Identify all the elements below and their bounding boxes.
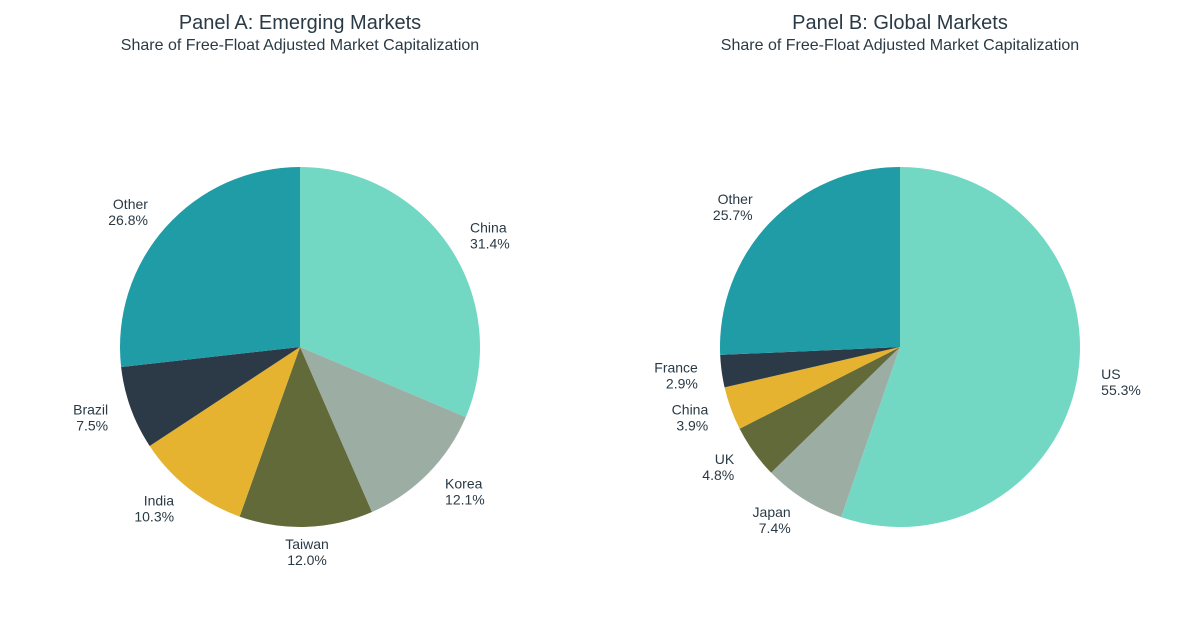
panel-b-subtitle: Share of Free-Float Adjusted Market Capi… (600, 36, 1200, 57)
pie-label-name: India (144, 492, 175, 508)
panel-b-title: Panel B: Global Markets (600, 10, 1200, 36)
pie-label-percent: 2.9% (666, 375, 698, 391)
panel-a-header: Panel A: Emerging Markets Share of Free-… (0, 0, 600, 57)
pie-label-name: Japan (753, 504, 791, 520)
pie-label-name: Other (113, 196, 148, 212)
panel-a-subtitle: Share of Free-Float Adjusted Market Capi… (0, 36, 600, 57)
pie-label-other: Other26.8% (108, 196, 148, 228)
pie-label-percent: 26.8% (108, 212, 148, 228)
pie-label-france: France2.9% (654, 359, 698, 391)
pie-label-percent: 12.1% (445, 491, 485, 507)
pie-label-other: Other25.7% (713, 191, 753, 223)
pie-label-percent: 25.7% (713, 207, 753, 223)
chart-container: Panel A: Emerging Markets Share of Free-… (0, 0, 1200, 620)
pie-label-name: Other (718, 191, 753, 207)
pie-label-name: Brazil (73, 401, 108, 417)
pie-label-china: China31.4% (470, 219, 510, 251)
pie-label-percent: 55.3% (1101, 382, 1141, 398)
pie-label-india: India10.3% (134, 492, 174, 524)
pie-label-percent: 12.0% (287, 552, 327, 568)
pie-label-name: Korea (445, 475, 483, 491)
pie-label-percent: 31.4% (470, 235, 510, 251)
panel-a: Panel A: Emerging Markets Share of Free-… (0, 0, 600, 620)
pie-label-name: China (470, 219, 507, 235)
pie-label-name: France (654, 359, 698, 375)
pie-label-name: China (672, 402, 709, 418)
pie-label-brazil: Brazil7.5% (73, 401, 108, 433)
pie-label-china: China3.9% (672, 402, 709, 434)
pie-label-percent: 7.4% (759, 520, 791, 536)
pie-label-percent: 4.8% (702, 467, 734, 483)
pie-label-name: UK (715, 451, 735, 467)
panel-a-pie: China31.4% Korea12.1% Taiwan12.0% India10.3… (0, 57, 600, 617)
pie-label-percent: 10.3% (134, 508, 174, 524)
pie-label-percent: 7.5% (76, 417, 108, 433)
pie-label-korea: Korea12.1% (445, 475, 485, 507)
pie-label-name: Taiwan (285, 536, 329, 552)
pie-label-japan: Japan7.4% (753, 504, 791, 536)
pie-label-name: US (1101, 366, 1120, 382)
pie-label-percent: 3.9% (676, 418, 708, 434)
panel-b-pie: US55.3% Japan7.4% UK4.8% China3.9% France2.9… (600, 57, 1200, 617)
panel-b-header: Panel B: Global Markets Share of Free-Fl… (600, 0, 1200, 57)
pie-label-taiwan: Taiwan12.0% (285, 536, 329, 568)
panel-a-title: Panel A: Emerging Markets (0, 10, 600, 36)
pie-label-uk: UK4.8% (702, 451, 735, 483)
panel-b: Panel B: Global Markets Share of Free-Fl… (600, 0, 1200, 620)
pie-label-us: US55.3% (1101, 366, 1141, 398)
